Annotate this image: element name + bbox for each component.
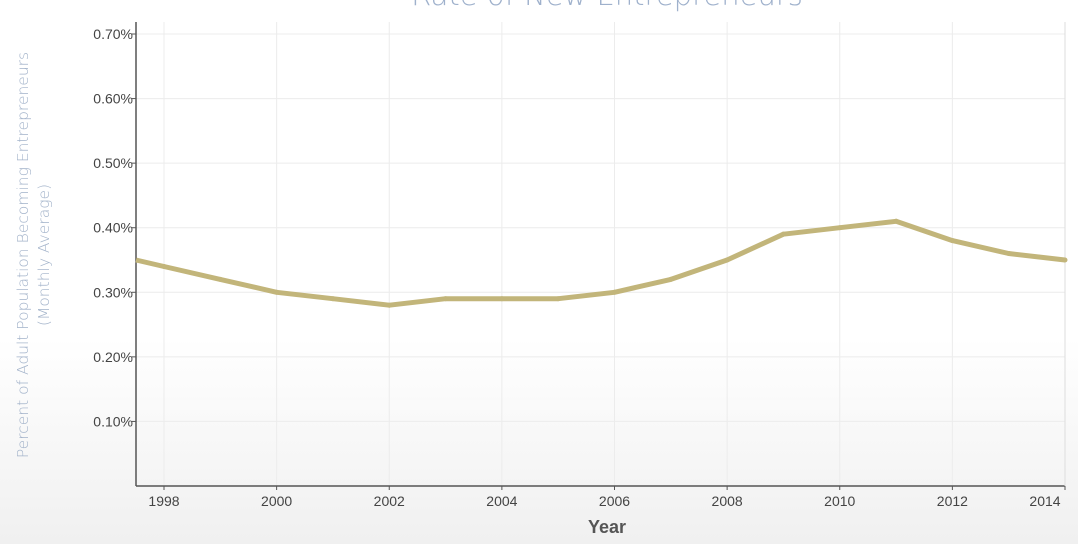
- y-tick-label: 0.20%: [93, 349, 133, 365]
- chart-title: Rate of New Entrepreneurs: [136, 0, 1078, 12]
- data-point[interactable]: [612, 289, 617, 295]
- data-point[interactable]: [330, 296, 336, 302]
- data-point[interactable]: [386, 302, 392, 308]
- data-point[interactable]: [555, 296, 561, 302]
- data-point[interactable]: [443, 296, 449, 302]
- series-line: [135, 218, 1066, 308]
- y-tick-label: 0.10%: [93, 413, 133, 429]
- y-tick-label: 0.50%: [93, 155, 133, 171]
- data-point[interactable]: [1006, 251, 1012, 257]
- y-tick-label: 0.40%: [93, 220, 133, 236]
- data-point[interactable]: [724, 257, 730, 263]
- x-tick-label: 2008: [712, 493, 743, 509]
- data-point[interactable]: [949, 238, 955, 244]
- x-tick-label: 2000: [261, 493, 292, 509]
- x-tick-label: 2002: [374, 493, 405, 509]
- x-tick-label: 2010: [824, 493, 855, 509]
- data-point[interactable]: [161, 263, 167, 269]
- x-tick-label: 2014: [1029, 493, 1060, 509]
- x-tick-label: 2012: [937, 493, 968, 509]
- x-tick-label: 2004: [486, 493, 517, 509]
- y-tick-label: 0.70%: [93, 26, 133, 42]
- data-point[interactable]: [217, 276, 223, 282]
- axes: [135, 22, 1066, 487]
- x-tick-label: 1998: [148, 493, 179, 509]
- data-point[interactable]: [274, 289, 280, 295]
- data-point[interactable]: [837, 225, 843, 231]
- y-axis-ticks: 0.10% 0.20% 0.30% 0.40% 0.50% 0.60% 0.70%: [93, 26, 136, 429]
- data-point[interactable]: [893, 218, 899, 224]
- data-point[interactable]: [1062, 257, 1068, 263]
- x-axis-title: Year: [588, 517, 626, 537]
- data-point[interactable]: [780, 231, 786, 237]
- y-tick-label: 0.30%: [93, 284, 133, 300]
- series-layer: [135, 218, 1068, 308]
- data-point[interactable]: [668, 276, 674, 282]
- x-tick-label: 2006: [599, 493, 630, 509]
- x-axis-ticks: 1998 2000 2002 2004 2006 2008 2010 2012 2014: [148, 486, 1066, 509]
- y-tick-label: 0.60%: [93, 91, 133, 107]
- data-point[interactable]: [499, 296, 505, 302]
- grid-lines: [136, 22, 1066, 486]
